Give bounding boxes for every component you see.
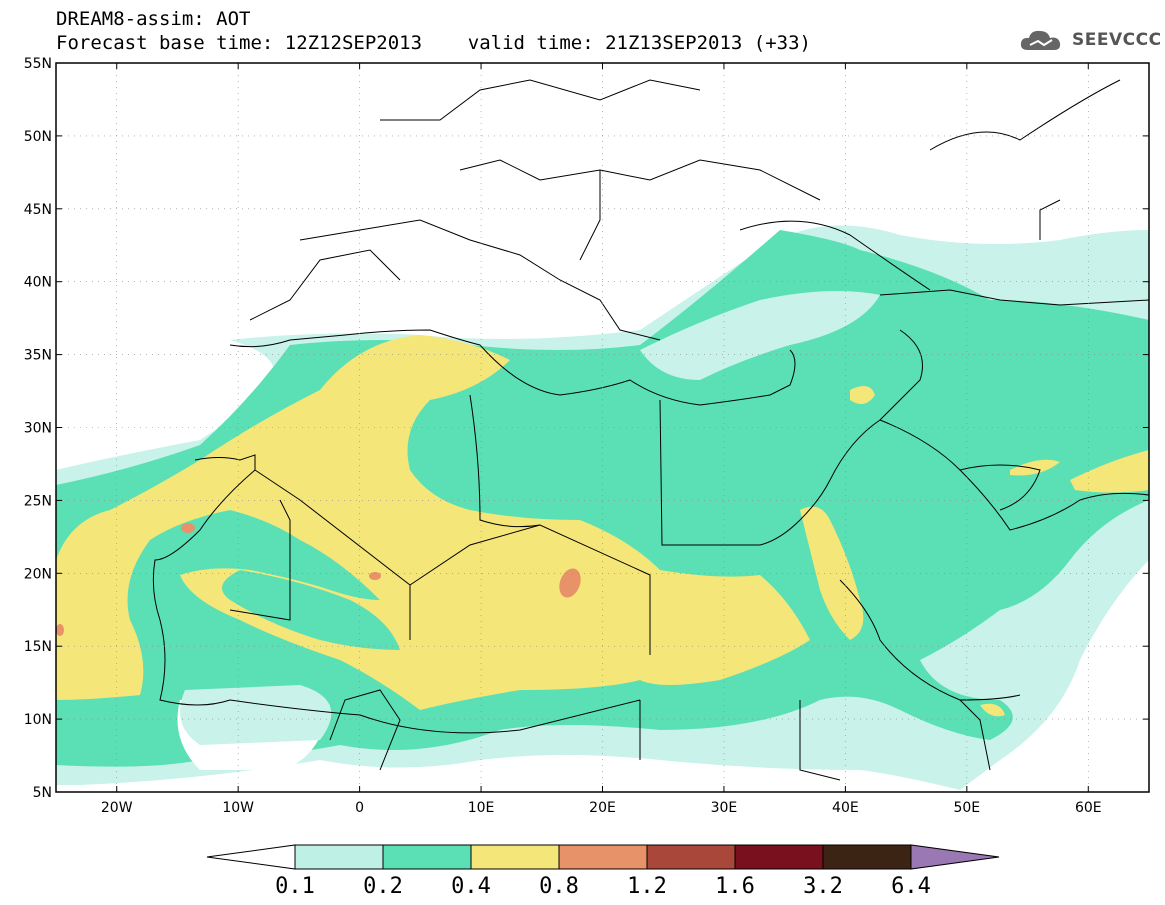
colorbar-label: 0.1 bbox=[275, 874, 315, 899]
colorbar-segment bbox=[382, 844, 472, 870]
lon-label: 60E bbox=[1075, 800, 1102, 816]
lat-label: 25N bbox=[24, 493, 52, 509]
lat-label: 20N bbox=[24, 566, 52, 582]
colorbar-segment bbox=[646, 844, 736, 870]
colorbar-segment bbox=[470, 844, 560, 870]
colorbar-segment bbox=[558, 844, 648, 870]
logo-text: SEEVCCC bbox=[1072, 30, 1162, 50]
colorbar-label: 1.2 bbox=[627, 874, 667, 899]
colorbar-label: 1.6 bbox=[715, 874, 755, 899]
lat-axis: 55N 50N 45N 40N 35N 30N 25N 20N 15N 10N 5N bbox=[24, 56, 1149, 801]
colorbar-under bbox=[206, 844, 296, 870]
lat-label: 5N bbox=[33, 785, 52, 801]
lat-label: 45N bbox=[24, 202, 52, 218]
lon-label: 10E bbox=[468, 800, 495, 816]
lat-label: 35N bbox=[24, 348, 52, 364]
aot-field bbox=[56, 225, 1149, 790]
lat-label: 30N bbox=[24, 421, 52, 437]
lon-label: 20W bbox=[101, 800, 133, 816]
lat-label: 15N bbox=[24, 639, 52, 655]
colorbar-label: 6.4 bbox=[891, 874, 931, 899]
colorbar: 0.1 0.2 0.4 0.8 1.2 1.6 3.2 6.4 bbox=[206, 844, 1000, 899]
lat-label: 40N bbox=[24, 275, 52, 291]
lon-label: 0 bbox=[355, 800, 364, 816]
lon-axis: 20W 10W 0 10E 20E 30E 40E 50E 60E bbox=[101, 63, 1102, 816]
colorbar-over bbox=[910, 844, 1000, 870]
colorbar-label: 0.8 bbox=[539, 874, 579, 899]
aot-spot-0.8 bbox=[559, 568, 581, 598]
cloud-icon bbox=[1020, 30, 1061, 50]
seevccc-logo bbox=[1018, 26, 1158, 56]
lat-label: 10N bbox=[24, 712, 52, 728]
coastlines bbox=[152, 79, 1149, 781]
colorbar-label: 3.2 bbox=[803, 874, 843, 899]
colorbar-segment bbox=[734, 844, 824, 870]
lon-label: 30E bbox=[711, 800, 738, 816]
lat-label: 55N bbox=[24, 56, 52, 72]
graticule bbox=[56, 63, 1149, 792]
forecast-time-line: Forecast base time: 12Z12SEP2013 valid t… bbox=[56, 32, 811, 54]
colorbar-label: 0.2 bbox=[363, 874, 403, 899]
map-title: DREAM8-assim: AOT bbox=[56, 8, 251, 30]
lat-label: 50N bbox=[24, 129, 52, 145]
colorbar-segment bbox=[822, 844, 912, 870]
lon-label: 50E bbox=[953, 800, 980, 816]
aot-band-0.4 bbox=[56, 335, 810, 710]
lon-label: 20E bbox=[589, 800, 616, 816]
colorbar-segment bbox=[294, 844, 384, 870]
lon-label: 10W bbox=[222, 800, 254, 816]
lon-label: 40E bbox=[832, 800, 859, 816]
colorbar-label: 0.4 bbox=[451, 874, 491, 899]
